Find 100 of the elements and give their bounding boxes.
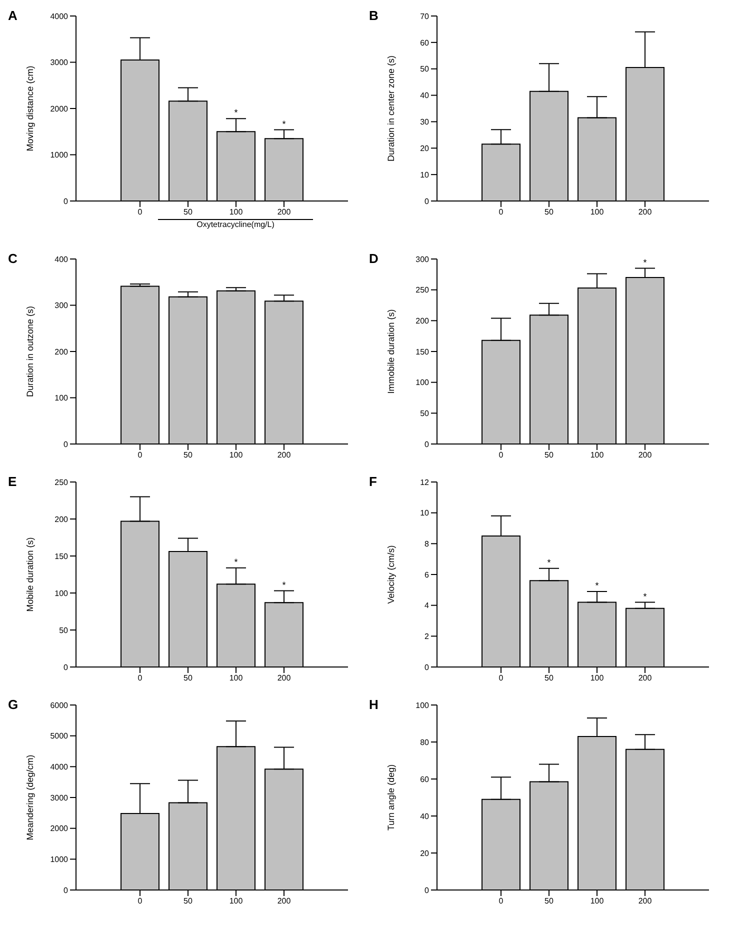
- y-tick-label: 200: [416, 316, 430, 326]
- chart-title: A: [8, 8, 18, 23]
- y-tick-label: 1000: [50, 855, 69, 864]
- annotation: *: [643, 591, 648, 602]
- chart-title: D: [369, 251, 378, 266]
- x-tick-label: 0: [498, 208, 504, 217]
- y-tick-label: 50: [420, 64, 430, 74]
- chart-title: G: [8, 697, 18, 712]
- y-tick-label: 300: [54, 301, 69, 310]
- y-tick-label: 0: [64, 886, 69, 895]
- annotation: *: [595, 580, 600, 590]
- y-tick-label: 200: [54, 347, 69, 356]
- chart-title: F: [369, 474, 377, 489]
- y-tick-label: 200: [54, 514, 69, 524]
- x-tick-label: 200: [638, 674, 652, 683]
- y-axis-title: Duration in outzone (s): [25, 306, 36, 398]
- annotation: *: [234, 556, 238, 567]
- x-tick-label: 50: [184, 896, 193, 906]
- x-tick-label: 100: [590, 450, 604, 460]
- x-tick-label: 200: [277, 674, 292, 683]
- y-tick-label: 0: [64, 662, 69, 672]
- x-tick-label: 100: [229, 208, 244, 217]
- y-tick-label: 60: [420, 774, 430, 784]
- annotation: *: [234, 108, 238, 118]
- chart-title: H: [369, 697, 378, 712]
- chart-title: E: [8, 474, 17, 489]
- y-tick-label: 250: [54, 478, 69, 487]
- x-tick-label: 200: [277, 208, 292, 217]
- x-tick-label: 0: [138, 896, 143, 906]
- x-tick-label: 0: [498, 674, 504, 683]
- y-tick-label: 6: [424, 570, 430, 580]
- x-tick-label: 100: [590, 674, 604, 683]
- x-tick-label: 50: [184, 208, 193, 217]
- y-tick-label: 400: [54, 254, 69, 264]
- y-axis-title: Velocity (cm/s): [386, 545, 396, 604]
- y-tick-label: 4000: [50, 762, 69, 772]
- y-tick-label: 0: [424, 440, 430, 449]
- y-axis-title: Meandering (deg/cm): [25, 754, 36, 840]
- y-axis-title: Immobile duration (s): [386, 309, 396, 394]
- x-tick-label: 100: [590, 896, 604, 906]
- x-tick-label: 200: [277, 896, 292, 906]
- y-tick-label: 100: [416, 378, 430, 388]
- y-tick-label: 40: [420, 91, 430, 100]
- x-tick-label: 50: [544, 896, 554, 906]
- y-tick-label: 150: [416, 347, 430, 356]
- y-tick-label: 40: [420, 812, 430, 821]
- y-tick-label: 0: [424, 886, 430, 895]
- y-tick-label: 4: [424, 601, 430, 610]
- y-tick-label: 300: [416, 254, 430, 264]
- y-tick-label: 3000: [50, 793, 69, 802]
- x-tick-label: 50: [184, 450, 193, 460]
- y-axis-title: Moving distance (cm): [25, 66, 36, 152]
- y-tick-label: 10: [420, 170, 430, 180]
- x-tick-label: 0: [138, 450, 143, 460]
- y-tick-label: 2: [424, 632, 430, 642]
- x-tick-label: 200: [277, 450, 292, 460]
- y-tick-label: 80: [420, 738, 430, 747]
- x-tick-label: 0: [498, 896, 504, 906]
- y-tick-label: 30: [420, 118, 430, 127]
- y-tick-label: 50: [420, 409, 430, 418]
- x-tick-label: 100: [229, 450, 244, 460]
- x-tick-label: 200: [638, 896, 652, 906]
- x-tick-label: 50: [544, 208, 554, 217]
- y-tick-label: 0: [64, 440, 69, 449]
- y-tick-label: 50: [59, 626, 69, 635]
- chart-title: C: [8, 251, 18, 266]
- x-tick-label: 100: [590, 208, 604, 217]
- y-tick-label: 100: [416, 700, 430, 710]
- x-tick-label: 200: [638, 450, 652, 460]
- chart-title: B: [369, 8, 378, 23]
- annotation: *: [547, 557, 552, 568]
- x-axis-title: Oxytetracycline(mg/L): [158, 219, 313, 229]
- x-tick-label: 50: [544, 450, 554, 460]
- y-tick-label: 2000: [50, 824, 69, 834]
- y-tick-label: 2000: [50, 104, 69, 114]
- y-tick-label: 1000: [50, 150, 69, 160]
- y-tick-label: 150: [54, 552, 69, 561]
- y-tick-label: 10: [420, 508, 430, 518]
- x-tick-label: 0: [138, 208, 143, 217]
- y-tick-label: 0: [424, 196, 430, 206]
- y-tick-label: 8: [424, 540, 430, 549]
- y-tick-label: 250: [416, 286, 430, 295]
- y-tick-label: 100: [54, 394, 69, 403]
- x-tick-label: 100: [229, 896, 244, 906]
- y-tick-label: 20: [420, 848, 430, 858]
- x-tick-label: 0: [498, 450, 504, 460]
- y-tick-label: 60: [420, 38, 430, 48]
- y-tick-label: 6000: [50, 700, 69, 710]
- y-tick-label: 0: [64, 196, 69, 206]
- y-axis-title: Mobile duration (s): [25, 537, 36, 612]
- y-tick-label: 100: [54, 588, 69, 598]
- y-tick-label: 0: [424, 662, 430, 672]
- y-tick-label: 20: [420, 144, 430, 153]
- annotation: *: [282, 580, 286, 590]
- y-tick-label: 70: [420, 12, 430, 21]
- annotation: *: [643, 257, 648, 268]
- annotation: *: [282, 118, 286, 129]
- x-tick-label: 50: [184, 674, 193, 683]
- x-tick-label: 0: [138, 674, 143, 683]
- x-tick-label: 200: [638, 208, 652, 217]
